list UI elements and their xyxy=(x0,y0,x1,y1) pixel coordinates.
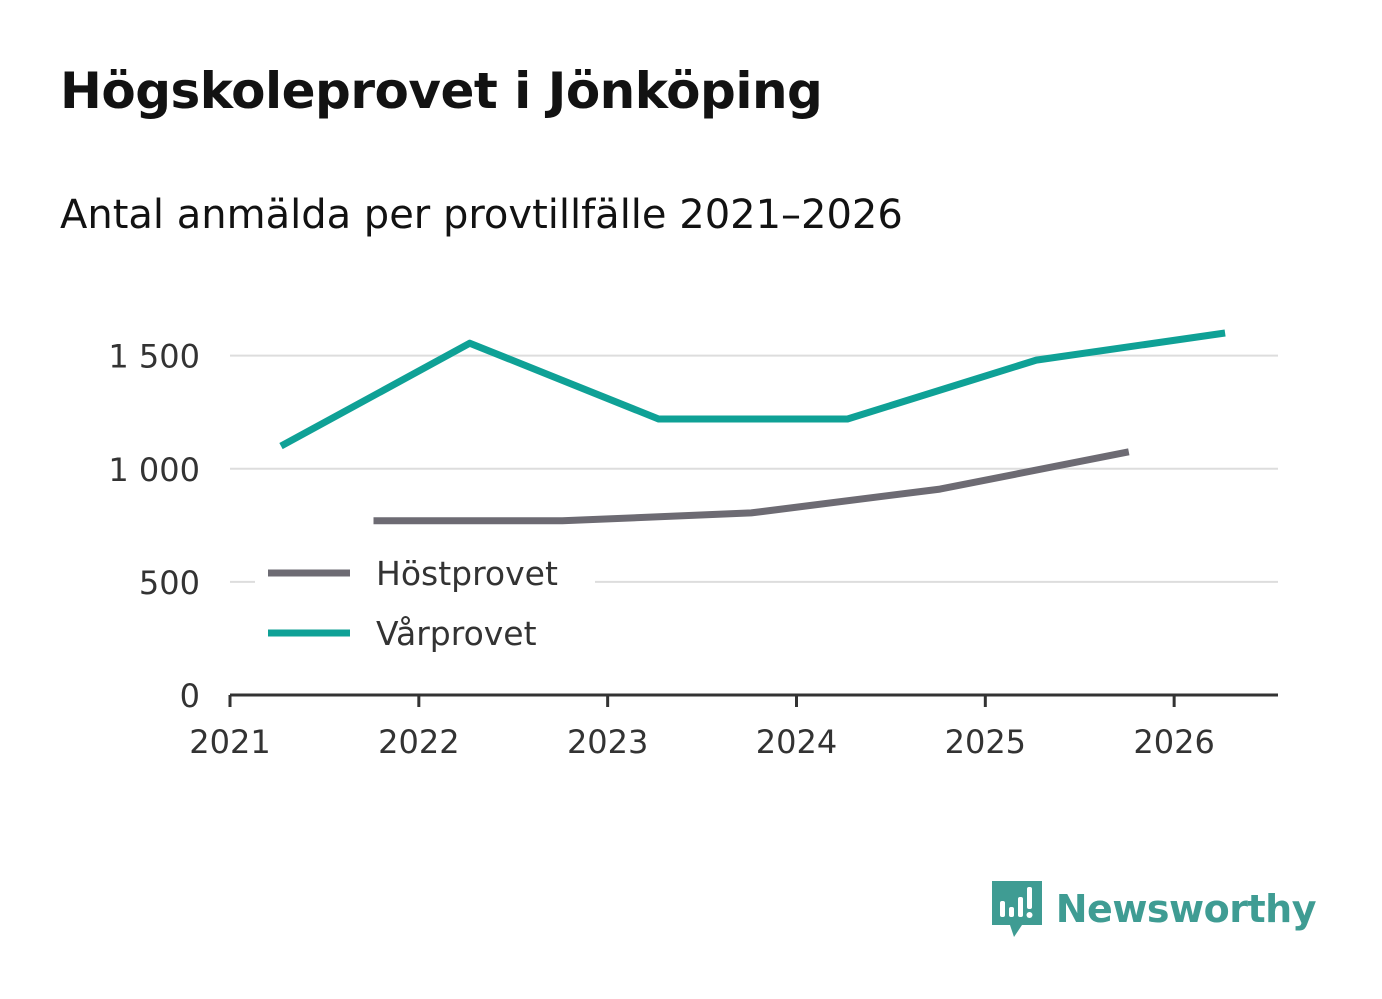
x-tick-label: 2025 xyxy=(945,723,1026,761)
series-line-varprovet xyxy=(279,329,1226,450)
y-tick-label: 0 xyxy=(180,677,200,715)
brand-name: Newsworthy xyxy=(1055,887,1317,931)
legend: Höstprovet Vårprovet xyxy=(255,545,595,665)
x-tick-label: 2021 xyxy=(189,723,270,761)
newsworthy-logo-icon xyxy=(991,881,1042,937)
x-tick-label: 2024 xyxy=(756,723,837,761)
series-line-hostprovet xyxy=(373,448,1130,525)
legend-background xyxy=(255,545,595,665)
series-lines xyxy=(279,329,1226,525)
chart-title: Högskoleprovet i Jönköping xyxy=(60,62,823,120)
y-tick-label: 500 xyxy=(139,564,200,602)
y-tick-label: 1 000 xyxy=(108,451,200,489)
x-tick-label: 2022 xyxy=(378,723,459,761)
axes: 0 500 1 000 1 500 2021 2022 2023 2024 2025 2026 xyxy=(108,338,1278,761)
legend-label: Vårprovet xyxy=(376,614,537,653)
x-tick-label: 2026 xyxy=(1133,723,1214,761)
chart-subtitle: Antal anmälda per provtillfälle 2021–202… xyxy=(60,192,903,238)
x-tick-label: 2023 xyxy=(567,723,648,761)
brand-logo: Newsworthy xyxy=(990,879,1317,939)
legend-label: Höstprovet xyxy=(376,554,558,593)
y-tick-label: 1 500 xyxy=(108,338,200,376)
